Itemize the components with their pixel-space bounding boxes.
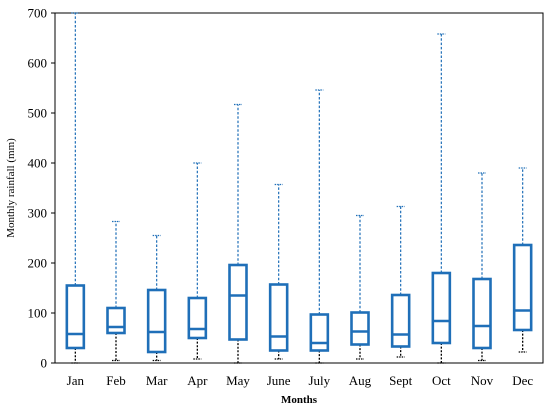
iqr-box xyxy=(472,277,492,350)
x-tick-label: Dec xyxy=(512,373,533,388)
box-dec xyxy=(512,167,533,353)
y-tick-label: 600 xyxy=(28,56,48,71)
box-aug xyxy=(350,214,370,360)
box-series xyxy=(65,12,533,364)
iqr-box xyxy=(268,283,289,352)
iqr-box xyxy=(309,313,330,352)
box-jan xyxy=(65,12,86,364)
iqr-box xyxy=(390,293,411,348)
plot-border xyxy=(54,12,544,364)
x-axis-ticks: Jan Feb Mar Apr May June July Aug Sept Oct Nov Dec xyxy=(67,373,534,388)
x-tick-label: May xyxy=(226,373,250,388)
box-sept xyxy=(390,205,411,358)
iqr-box xyxy=(65,284,86,350)
x-tick-label: Apr xyxy=(187,373,208,388)
x-axis-title: Months xyxy=(281,394,318,406)
iqr-box xyxy=(146,288,167,354)
x-tick-label: Feb xyxy=(106,373,126,388)
y-tick-label: 400 xyxy=(28,156,48,171)
box-mar xyxy=(146,234,167,362)
iqr-box xyxy=(228,263,248,341)
x-tick-label: Oct xyxy=(432,373,451,388)
y-tick-label: 500 xyxy=(28,106,48,121)
y-axis-title: Monthly rainfall (mm) xyxy=(5,138,17,238)
box-july xyxy=(309,89,330,364)
iqr-box xyxy=(512,243,533,332)
x-tick-label: June xyxy=(267,373,291,388)
box-oct xyxy=(431,33,452,364)
plot-frame xyxy=(54,12,544,364)
y-tick-label: 0 xyxy=(41,356,48,371)
y-tick-label: 200 xyxy=(28,256,48,271)
y-tick-label: 700 xyxy=(28,6,48,21)
x-tick-label: Nov xyxy=(471,373,494,388)
x-tick-label: Jan xyxy=(67,373,85,388)
y-tick-label: 100 xyxy=(28,306,48,321)
y-tick-label: 300 xyxy=(28,206,48,221)
box-feb xyxy=(106,220,126,362)
iqr-box xyxy=(431,271,452,345)
x-tick-label: Mar xyxy=(146,373,168,388)
box-apr xyxy=(187,162,208,360)
x-tick-label: Aug xyxy=(349,373,372,388)
iqr-box xyxy=(350,311,370,346)
box-nov xyxy=(472,172,492,362)
x-tick-label: July xyxy=(308,373,330,388)
iqr-box xyxy=(187,296,208,340)
y-axis-ticks: 0 100 200 300 400 500 600 700 xyxy=(28,6,55,371)
iqr-box xyxy=(106,306,126,335)
x-tick-label: Sept xyxy=(389,373,413,388)
box-june xyxy=(268,183,289,360)
box-may xyxy=(228,103,248,364)
